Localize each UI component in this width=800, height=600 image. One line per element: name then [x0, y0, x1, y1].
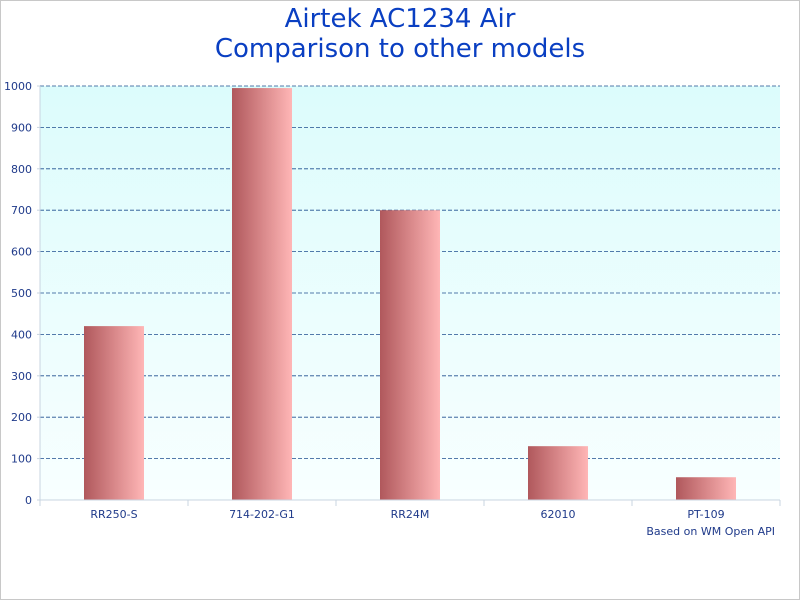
- y-tick-label-100: 100: [11, 453, 32, 466]
- y-tick-label-0: 0: [25, 494, 32, 507]
- bars: [84, 88, 736, 500]
- footnote: Based on WM Open API: [646, 525, 775, 538]
- y-tick-label-900: 900: [11, 121, 32, 134]
- bar-714-202-G1: [232, 88, 292, 500]
- y-tick-label-500: 500: [11, 287, 32, 300]
- bar-PT-109: [676, 477, 736, 500]
- y-tick-label-700: 700: [11, 204, 32, 217]
- chart-title-line-2: Comparison to other models: [215, 34, 585, 64]
- bar-RR24M: [380, 210, 440, 500]
- axes: [37, 85, 781, 506]
- y-tick-label-200: 200: [11, 411, 32, 424]
- axis-labels: 0 100 200 300 400 500 600 700 800 900 1000 RR250-S 7…: [4, 80, 725, 521]
- y-tick-label-1000: 1000: [4, 80, 32, 93]
- y-tick-label-300: 300: [11, 370, 32, 383]
- y-tick-label-400: 400: [11, 328, 32, 341]
- x-tick-label-PT-109: PT-109: [687, 508, 724, 521]
- x-tick-label-62010: 62010: [541, 508, 576, 521]
- y-tick-label-600: 600: [11, 246, 32, 259]
- bar-RR250-S: [84, 326, 144, 500]
- bar-62010: [528, 446, 588, 500]
- x-tick-label-RR250-S: RR250-S: [90, 508, 137, 521]
- chart-title-line-1: Airtek AC1234 Air: [285, 4, 516, 34]
- y-tick-label-800: 800: [11, 163, 32, 176]
- x-tick-label-RR24M: RR24M: [391, 508, 430, 521]
- x-tick-label-714-202-G1: 714-202-G1: [229, 508, 295, 521]
